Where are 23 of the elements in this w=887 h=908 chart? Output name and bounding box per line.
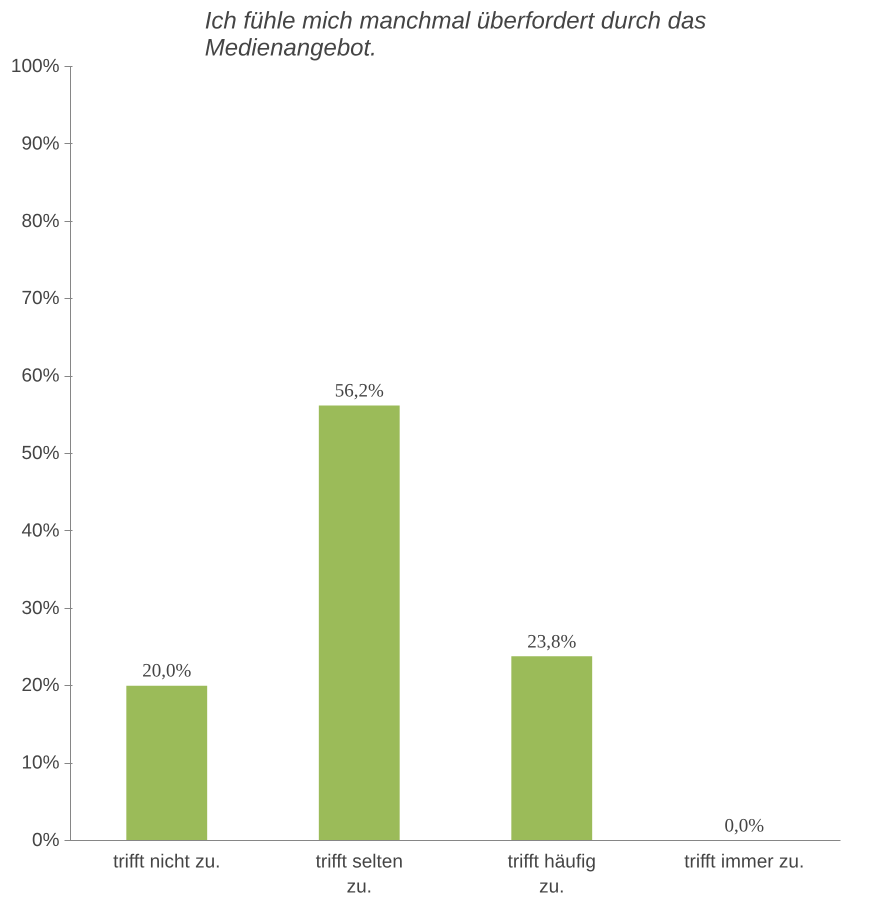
y-tick-label: 100% <box>10 56 60 77</box>
y-tick-label: 40% <box>21 520 60 542</box>
y-tick-label: 0% <box>32 830 60 851</box>
y-tick-label: 20% <box>21 675 60 696</box>
data-label: 56,2% <box>334 380 384 402</box>
data-label: 20,0% <box>142 660 192 682</box>
x-tick-label: trifft immer zu. <box>684 852 804 872</box>
y-tick-label: 30% <box>21 598 60 619</box>
data-label: 23,8% <box>527 631 576 652</box>
y-tick-label: 70% <box>21 288 60 310</box>
bar <box>511 656 592 840</box>
x-tick-label: trifft häufig zu. <box>508 852 596 898</box>
bar <box>126 686 208 840</box>
y-tick-label: 10% <box>21 752 60 774</box>
y-tick-label: 50% <box>21 443 60 464</box>
x-tick-label: trifft nicht zu. <box>113 852 220 872</box>
y-tick-label: 60% <box>21 366 60 387</box>
data-label: 0,0% <box>724 816 764 836</box>
x-tick-label: trifft selten zu. <box>316 852 403 898</box>
bar <box>318 406 400 840</box>
y-tick-label: 80% <box>21 210 60 232</box>
chart-title: Ich fühle mich manchmal überfordert durch das Medienangebot. <box>204 8 706 62</box>
y-tick-label: 90% <box>21 133 60 154</box>
